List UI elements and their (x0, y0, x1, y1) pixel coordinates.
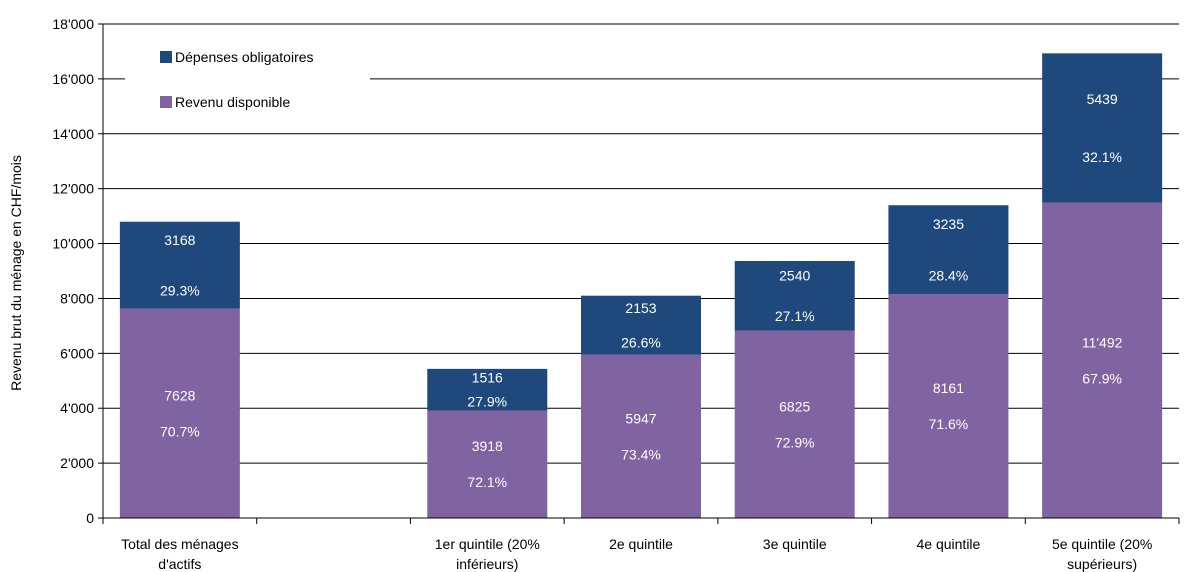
y-tick-label: 6'000 (60, 345, 94, 361)
y-tick-label: 18'000 (52, 16, 94, 32)
data-label-value: 1516 (472, 370, 503, 386)
y-tick-label: 0 (86, 510, 94, 526)
data-label-value: 2153 (625, 300, 656, 316)
y-tick-label: 10'000 (52, 236, 94, 252)
y-tick-label: 14'000 (52, 126, 94, 142)
data-label-value: 8161 (933, 380, 964, 396)
data-label-value: 5947 (625, 410, 656, 426)
x-category-label: d'actifs (158, 556, 201, 572)
data-label-percent: 71.6% (929, 416, 969, 432)
bar-segment-revenu-disponible (734, 330, 855, 518)
grid-lines (103, 23, 1179, 464)
data-label-percent: 70.7% (160, 423, 200, 439)
data-label-percent: 27.9% (467, 394, 507, 410)
y-axis-label: Revenu brut du ménage en CHF/mois (8, 155, 24, 391)
data-label-value: 3918 (472, 438, 503, 454)
x-category-label: Total des ménages (121, 536, 239, 552)
bar-segment-revenu-disponible (427, 410, 548, 518)
bar-segment-depenses-obligatoires (427, 368, 548, 411)
bar-segment-depenses-obligatoires (119, 221, 240, 309)
data-label-percent: 73.4% (621, 446, 661, 462)
bar-segment-revenu-disponible (119, 308, 240, 518)
legend: Dépenses obligatoires Revenu disponible (125, 36, 370, 124)
data-label-value: 2540 (779, 268, 810, 284)
legend-swatch (160, 96, 172, 108)
data-label-value: 7628 (164, 387, 195, 403)
y-tick-label: 2'000 (60, 455, 94, 471)
data-label-percent: 28.4% (929, 267, 969, 283)
y-tick-label: 16'000 (52, 71, 94, 87)
bar-segment-revenu-disponible (888, 294, 1009, 518)
data-label-percent: 72.1% (467, 474, 507, 490)
x-category-label: inférieurs) (456, 556, 518, 572)
bars (119, 53, 1163, 518)
y-tick-label: 8'000 (60, 290, 94, 306)
data-label-percent: 72.9% (775, 434, 815, 450)
legend-label: Dépenses obligatoires (175, 49, 314, 65)
bar-segment-revenu-disponible (1042, 202, 1163, 518)
x-category-label: 1er quintile (20% (435, 536, 540, 552)
x-category-label: supérieurs) (1067, 556, 1137, 572)
bar-segment-revenu-disponible (581, 354, 701, 518)
data-label-value: 5439 (1087, 91, 1118, 107)
legend-background (125, 36, 370, 124)
data-label-value: 11'492 (1082, 334, 1123, 350)
x-category-label: 5e quintile (20% (1052, 536, 1152, 552)
bar-segment-depenses-obligatoires (1042, 53, 1163, 203)
data-label-percent: 27.1% (775, 308, 815, 324)
data-label-percent: 29.3% (160, 282, 200, 298)
x-category-label: 4e quintile (917, 536, 981, 552)
data-label-value: 6825 (779, 398, 810, 414)
data-labels: 7628 70.7% 3168 29.3% 3918 72.1% 1516 27.9% 5947… (160, 91, 1123, 490)
x-category-label: 2e quintile (609, 536, 673, 552)
y-tick-label: 12'000 (52, 181, 94, 197)
data-label-value: 3235 (933, 216, 964, 232)
bar-segment-depenses-obligatoires (581, 295, 701, 355)
axes: 0 2'000 4'000 6'000 8'000 10'000 12'000 14'000 1… (52, 16, 1180, 572)
data-label-percent: 26.6% (621, 334, 661, 350)
legend-label: Revenu disponible (175, 94, 290, 110)
data-label-percent: 32.1% (1082, 149, 1122, 165)
data-label-value: 3168 (164, 232, 195, 248)
bar-segment-depenses-obligatoires (888, 205, 1009, 295)
legend-swatch (160, 51, 172, 63)
x-category-label: 3e quintile (763, 536, 827, 552)
y-tick-label: 4'000 (60, 400, 94, 416)
bar-segment-depenses-obligatoires (734, 260, 855, 331)
data-label-percent: 67.9% (1082, 370, 1122, 386)
